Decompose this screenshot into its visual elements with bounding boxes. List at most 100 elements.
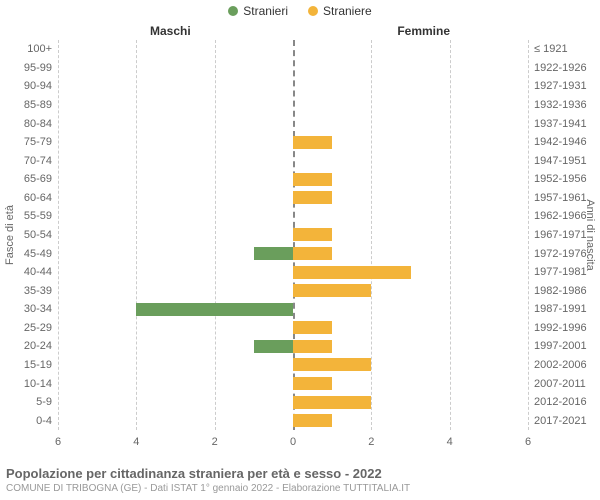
age-label: 100+ — [27, 43, 58, 55]
chart-row: 35-391982-1986 — [58, 281, 528, 300]
chart-row: 10-142007-2011 — [58, 374, 528, 393]
birth-label: 1997-2001 — [528, 340, 587, 352]
birth-label: 1922-1926 — [528, 62, 587, 74]
legend-item-male: Stranieri — [228, 4, 288, 18]
chart-row: 5-92012-2016 — [58, 393, 528, 412]
bar-female — [293, 321, 332, 334]
birth-label: 1982-1986 — [528, 285, 587, 297]
chart-row: 40-441977-1981 — [58, 263, 528, 282]
legend-label-female: Straniere — [323, 4, 372, 18]
birth-label: 1977-1981 — [528, 266, 587, 278]
birth-label: 2012-2016 — [528, 396, 587, 408]
bar-female — [293, 340, 332, 353]
chart-row: 30-341987-1991 — [58, 300, 528, 319]
birth-label: 1972-1976 — [528, 248, 587, 260]
bar-female — [293, 266, 411, 279]
legend-swatch-male — [228, 6, 238, 16]
age-label: 85-89 — [24, 99, 58, 111]
age-label: 10-14 — [24, 378, 58, 390]
birth-label: 1947-1951 — [528, 155, 587, 167]
birth-label: 2002-2006 — [528, 359, 587, 371]
x-tick-label: 6 — [525, 436, 531, 448]
birth-label: 2017-2021 — [528, 415, 587, 427]
column-header-female: Femmine — [397, 24, 450, 38]
age-label: 45-49 — [24, 248, 58, 260]
column-header-male: Maschi — [150, 24, 191, 38]
age-label: 95-99 — [24, 62, 58, 74]
age-label: 0-4 — [36, 415, 58, 427]
chart-row: 15-192002-2006 — [58, 356, 528, 375]
birth-label: 1952-1956 — [528, 173, 587, 185]
chart-subtitle: COMUNE DI TRIBOGNA (GE) - Dati ISTAT 1° … — [6, 483, 594, 494]
chart-row: 65-691952-1956 — [58, 170, 528, 189]
age-label: 20-24 — [24, 340, 58, 352]
age-label: 80-84 — [24, 118, 58, 130]
legend-label-male: Stranieri — [243, 4, 288, 18]
chart-area: Maschi Femmine Fasce di età Anni di nasc… — [0, 20, 600, 450]
chart-row: 45-491972-1976 — [58, 244, 528, 263]
birth-label: 1942-1946 — [528, 136, 587, 148]
birth-label: ≤ 1921 — [528, 43, 568, 55]
birth-label: 1962-1966 — [528, 210, 587, 222]
age-label: 35-39 — [24, 285, 58, 297]
age-label: 5-9 — [36, 396, 58, 408]
chart-row: 25-291992-1996 — [58, 319, 528, 338]
chart-row: 80-841937-1941 — [58, 114, 528, 133]
chart-row: 70-741947-1951 — [58, 151, 528, 170]
legend-item-female: Straniere — [308, 4, 372, 18]
age-label: 65-69 — [24, 173, 58, 185]
age-label: 50-54 — [24, 229, 58, 241]
chart-row: 90-941927-1931 — [58, 77, 528, 96]
birth-label: 1937-1941 — [528, 118, 587, 130]
chart-row: 60-641957-1961 — [58, 189, 528, 208]
bar-female — [293, 247, 332, 260]
birth-label: 2007-2011 — [528, 378, 586, 390]
bar-female — [293, 284, 371, 297]
age-label: 90-94 — [24, 80, 58, 92]
bar-female — [293, 228, 332, 241]
chart-row: 55-591962-1966 — [58, 207, 528, 226]
chart-row: 95-991922-1926 — [58, 59, 528, 78]
birth-label: 1927-1931 — [528, 80, 587, 92]
birth-label: 1987-1991 — [528, 303, 587, 315]
bar-female — [293, 173, 332, 186]
x-tick-label: 0 — [290, 436, 296, 448]
bar-male — [254, 247, 293, 260]
bar-female — [293, 396, 371, 409]
chart-row: 20-241997-2001 — [58, 337, 528, 356]
chart-title: Popolazione per cittadinanza straniera p… — [6, 466, 594, 481]
age-label: 15-19 — [24, 359, 58, 371]
birth-label: 1992-1996 — [528, 322, 587, 334]
age-label: 40-44 — [24, 266, 58, 278]
plot-region: 100+≤ 192195-991922-192690-941927-193185… — [58, 40, 528, 430]
x-tick-label: 4 — [447, 436, 453, 448]
bar-female — [293, 414, 332, 427]
bar-male — [136, 303, 293, 316]
age-label: 30-34 — [24, 303, 58, 315]
bar-male — [254, 340, 293, 353]
legend-swatch-female — [308, 6, 318, 16]
birth-label: 1957-1961 — [528, 192, 587, 204]
age-label: 55-59 — [24, 210, 58, 222]
bar-female — [293, 377, 332, 390]
birth-label: 1967-1971 — [528, 229, 587, 241]
chart-row: 0-42017-2021 — [58, 411, 528, 430]
chart-row: 50-541967-1971 — [58, 226, 528, 245]
age-label: 25-29 — [24, 322, 58, 334]
bar-female — [293, 136, 332, 149]
chart-row: 100+≤ 1921 — [58, 40, 528, 59]
age-label: 75-79 — [24, 136, 58, 148]
bar-female — [293, 191, 332, 204]
x-tick-label: 6 — [55, 436, 61, 448]
chart-row: 75-791942-1946 — [58, 133, 528, 152]
chart-row: 85-891932-1936 — [58, 96, 528, 115]
age-label: 70-74 — [24, 155, 58, 167]
bar-female — [293, 358, 371, 371]
y-axis-title-left: Fasce di età — [4, 205, 16, 265]
footer: Popolazione per cittadinanza straniera p… — [6, 466, 594, 494]
legend: Stranieri Straniere — [0, 0, 600, 20]
birth-label: 1932-1936 — [528, 99, 587, 111]
x-tick-label: 2 — [368, 436, 374, 448]
age-label: 60-64 — [24, 192, 58, 204]
x-tick-label: 2 — [212, 436, 218, 448]
